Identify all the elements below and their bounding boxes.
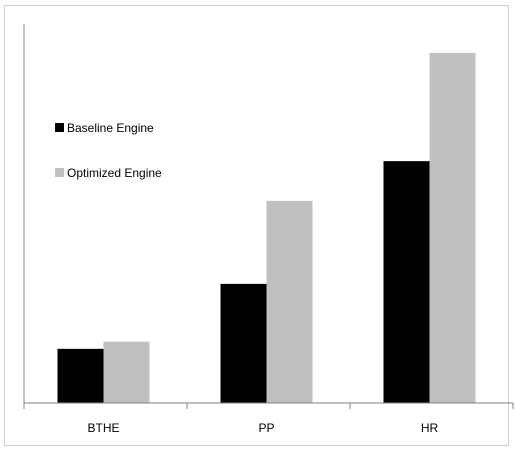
x-tick-label-bthe: BTHE <box>87 421 119 435</box>
bar-optimized-engine-bthe <box>103 341 150 403</box>
bar-baseline-engine-bthe <box>57 348 104 403</box>
bar-optimized-engine-pp <box>266 200 313 403</box>
legend-swatch-baseline-engine <box>55 123 64 132</box>
legend: Baseline Engine Optimized Engine <box>55 121 162 180</box>
x-tick-labels-group: BTHE PP HR <box>87 421 438 435</box>
bars-group <box>57 52 476 403</box>
x-tick-label-hr: HR <box>421 421 439 435</box>
x-tick-label-pp: PP <box>258 421 274 435</box>
legend-label-optimized-engine: Optimized Engine <box>67 166 162 180</box>
legend-swatch-optimized-engine <box>55 168 64 177</box>
bar-baseline-engine-pp <box>220 283 267 403</box>
bar-optimized-engine-hr <box>429 52 476 403</box>
bar-baseline-engine-hr <box>383 161 430 403</box>
x-ticks-group <box>23 403 514 409</box>
legend-label-baseline-engine: Baseline Engine <box>67 121 154 135</box>
